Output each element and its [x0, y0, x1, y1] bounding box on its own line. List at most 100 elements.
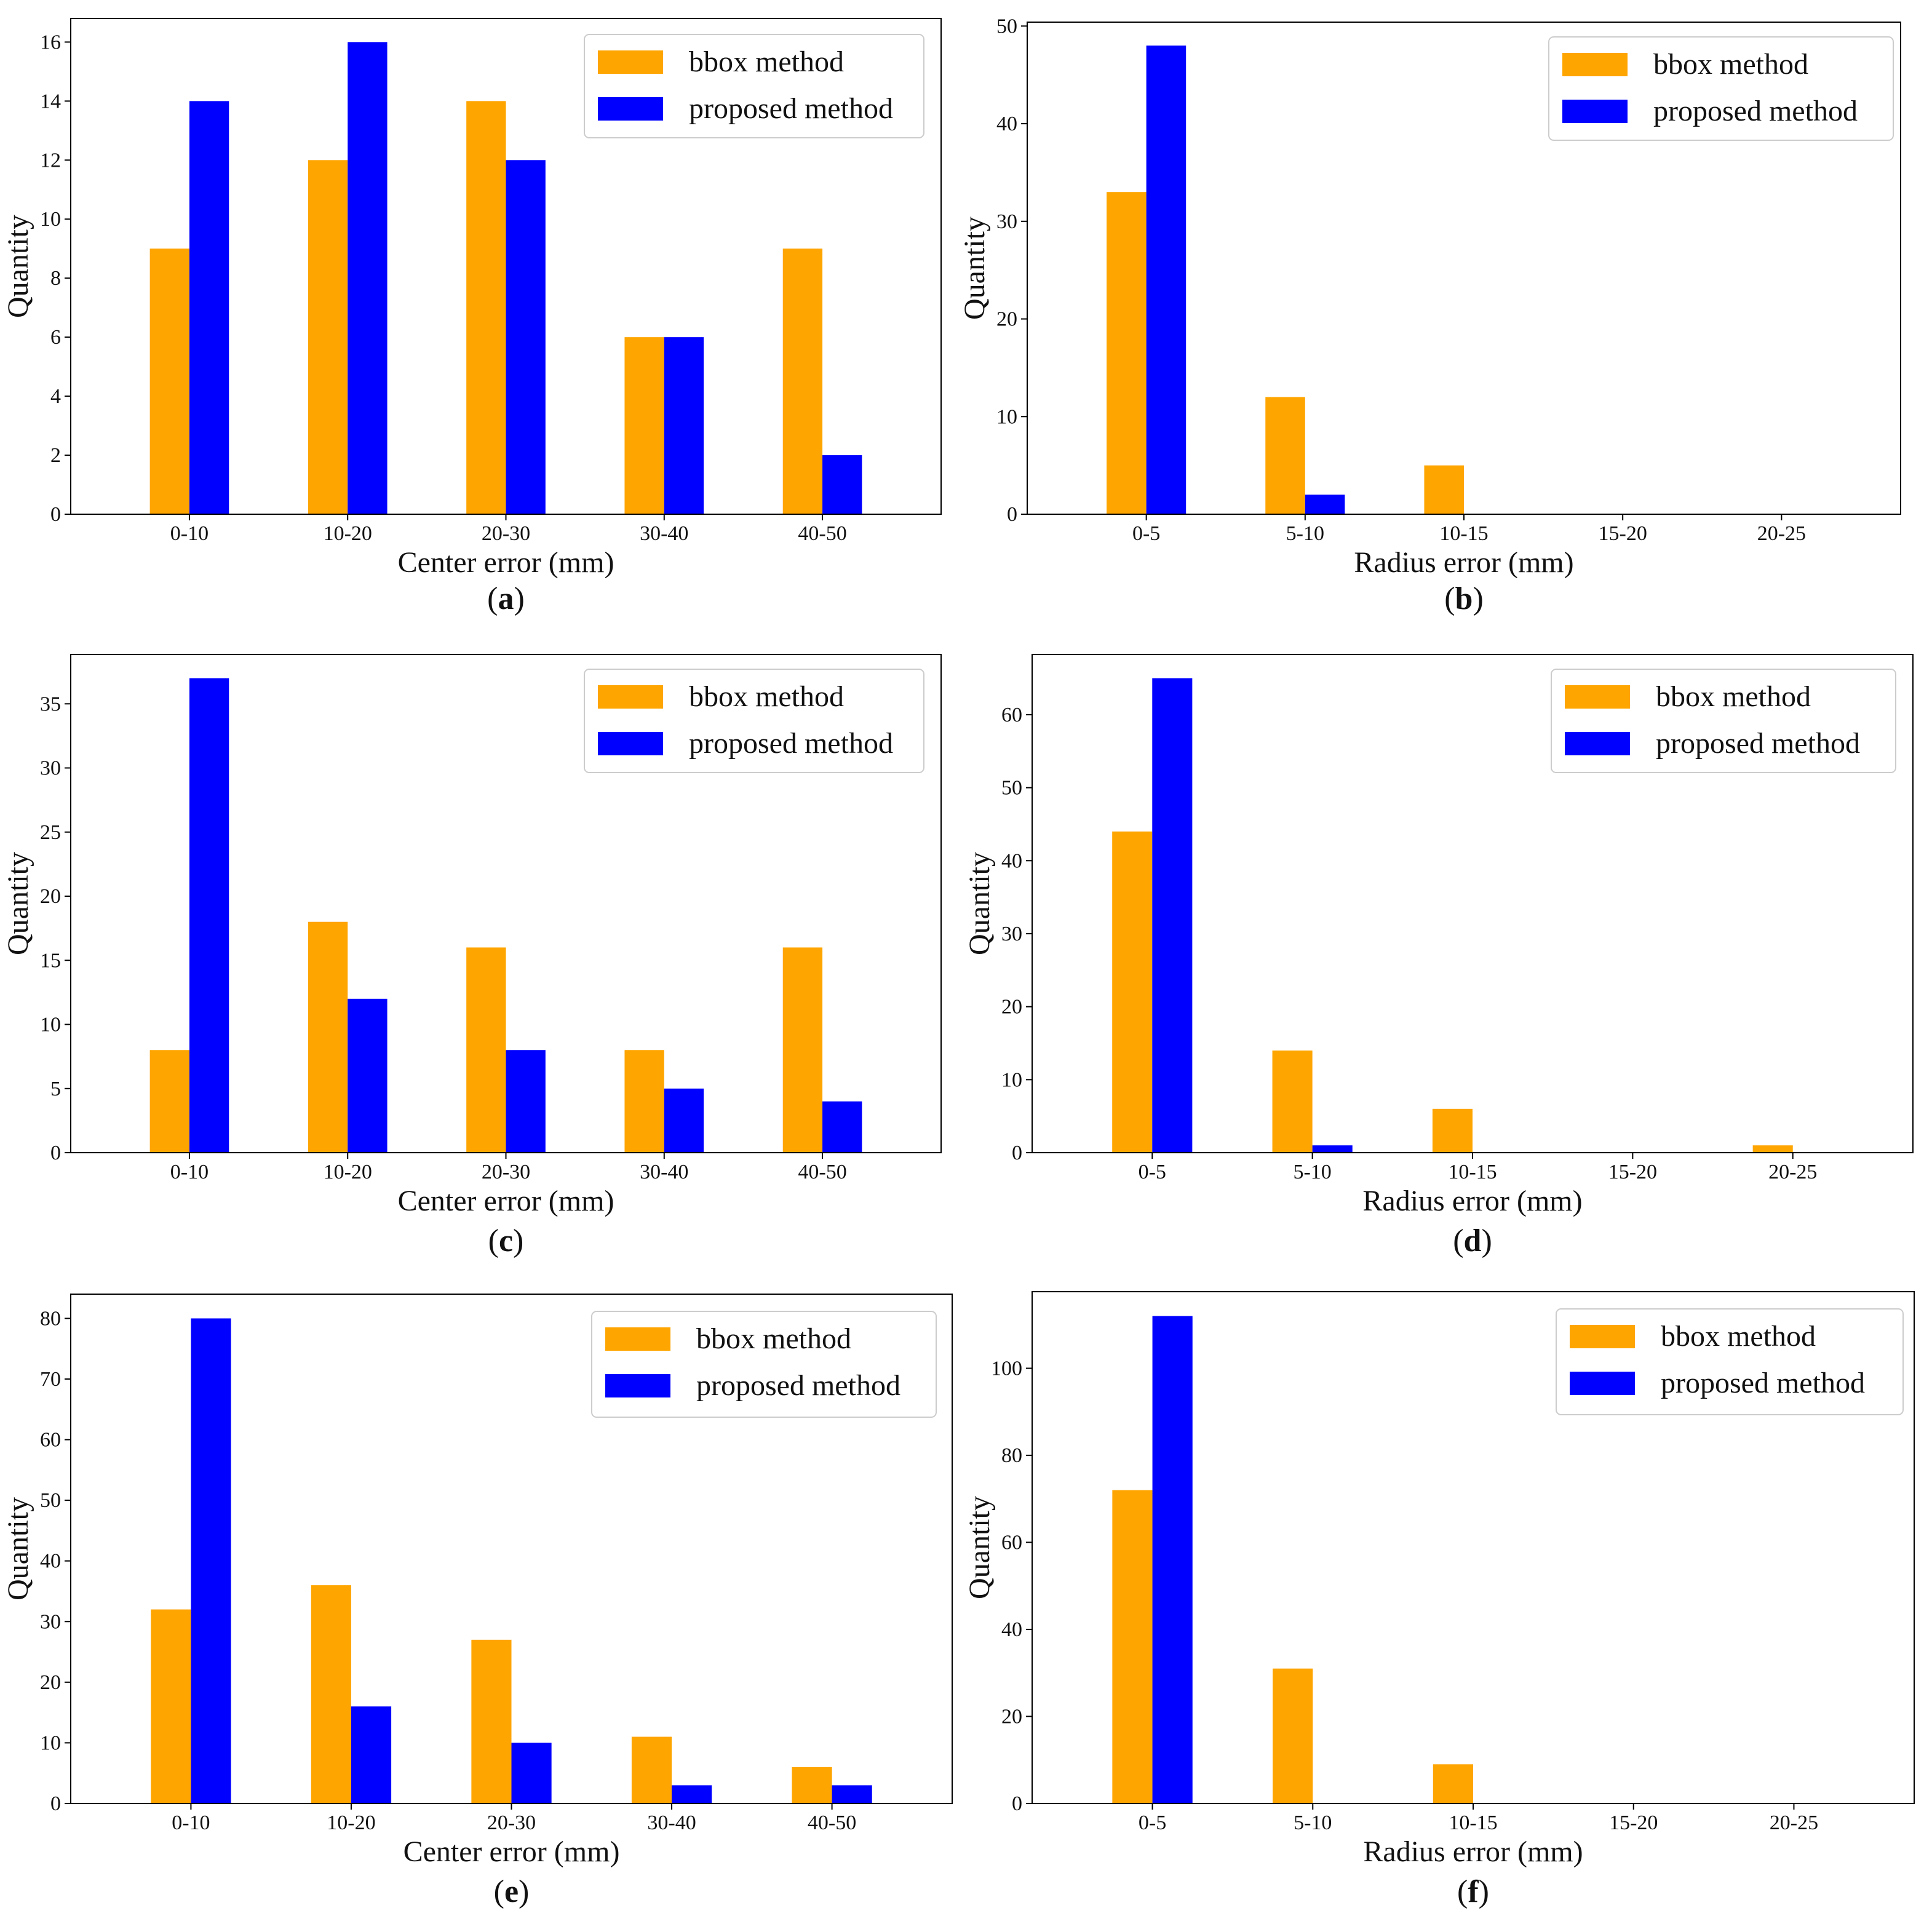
x-tick-label: 40-50 [808, 1811, 856, 1834]
bar-bbox-0-10 [149, 1050, 189, 1153]
bar-bbox-0-5 [1112, 1490, 1153, 1803]
y-tick-label: 40 [1001, 849, 1022, 872]
legend-swatch-proposed [1562, 100, 1628, 123]
y-tick-label: 20 [40, 885, 61, 908]
x-tick-label: 0-5 [1132, 522, 1160, 545]
legend-swatch-bbox [598, 50, 663, 74]
chart-panel-b: 0 10 20 30 40 50 0-5 5-10 10-15 15-20 20-25 Radius … [958, 15, 1901, 616]
y-tick-label: 0 [50, 1142, 61, 1164]
bar-bbox-30-40 [624, 1050, 664, 1153]
bar-bbox-5-10 [1265, 397, 1305, 514]
y-tick-label: 80 [40, 1307, 61, 1330]
x-tick-label: 30-40 [640, 1161, 688, 1183]
bar-bbox-10-15 [1424, 465, 1464, 514]
y-tick-label: 40 [1001, 1618, 1022, 1641]
bar-proposed-40-50 [822, 1101, 862, 1153]
chart-panel-a: 0 2 4 6 8 10 12 14 16 0-10 10-20 20-30 30-40 40-50 Cen… [2, 18, 942, 616]
bar-bbox-40-50 [782, 248, 823, 514]
x-tick-label: 0-5 [1139, 1811, 1166, 1834]
x-axis-title: Center error (mm) [398, 1185, 614, 1217]
bar-proposed-10-20 [348, 998, 388, 1153]
x-tick-label: 10-20 [324, 1161, 372, 1183]
legend-label-bbox: bbox method [1656, 680, 1811, 713]
legend-swatch-bbox [605, 1327, 670, 1351]
y-tick-label: 2 [50, 444, 61, 467]
y-tick-label: 10 [40, 208, 61, 231]
legend-label-proposed: proposed method [689, 727, 893, 760]
legend-label-proposed: proposed method [1661, 1367, 1865, 1399]
legend: bbox method proposed method [1556, 1308, 1904, 1415]
panel-label-f: (f) [1457, 1874, 1489, 1909]
y-axis-title: Quantity [2, 1497, 34, 1600]
chart-panel-c: 0 5 10 15 20 25 30 35 0-10 10-20 20-30 30-40 40-50 Ce… [2, 654, 942, 1258]
legend-box [1556, 1308, 1904, 1415]
y-tick-label: 30 [996, 210, 1017, 233]
bar-proposed-10-20 [348, 42, 388, 514]
legend: bbox method proposed method [584, 34, 924, 138]
y-tick-label: 20 [996, 308, 1017, 331]
x-tick-label: 5-10 [1286, 522, 1324, 545]
y-tick-label: 10 [40, 1014, 61, 1036]
y-tick-label: 100 [991, 1358, 1022, 1380]
bar-proposed-5-10 [1312, 1145, 1353, 1153]
bar-bbox-40-50 [782, 947, 823, 1153]
y-tick-label: 30 [40, 757, 61, 780]
y-tick-label: 35 [40, 693, 61, 715]
x-tick-label: 15-20 [1599, 522, 1647, 545]
bar-proposed-40-50 [832, 1785, 872, 1803]
y-tick-label: 14 [40, 90, 61, 113]
bar-bbox-5-10 [1272, 1050, 1313, 1153]
bar-proposed-20-30 [506, 1050, 546, 1153]
y-tick-label: 80 [1001, 1444, 1022, 1467]
bar-bbox-10-15 [1433, 1764, 1473, 1803]
legend-label-bbox: bbox method [696, 1322, 851, 1355]
legend-swatch-proposed [1565, 732, 1630, 755]
y-tick-label: 15 [40, 949, 61, 972]
chart-panel-d: 0 10 20 30 40 50 60 0-5 5-10 10-15 15-20 20-25 Radiu… [963, 654, 1914, 1258]
bar-proposed-0-10 [189, 101, 229, 514]
y-tick-label: 6 [50, 326, 61, 349]
bar-proposed-0-5 [1152, 678, 1193, 1153]
y-tick-label: 60 [1001, 704, 1022, 726]
y-tick-label: 8 [50, 267, 61, 290]
bar-bbox-0-10 [149, 248, 189, 514]
bar-proposed-0-5 [1152, 1316, 1193, 1803]
y-tick-label: 50 [996, 15, 1017, 38]
legend-swatch-bbox [1570, 1325, 1635, 1348]
bar-bbox-0-10 [151, 1609, 191, 1803]
panel-label-d: (d) [1453, 1223, 1492, 1258]
bar-proposed-0-10 [191, 1318, 231, 1803]
bar-proposed-40-50 [822, 455, 862, 514]
legend-label-bbox: bbox method [1661, 1320, 1816, 1353]
x-tick-label: 5-10 [1293, 1161, 1331, 1183]
legend: bbox method proposed method [1548, 36, 1894, 141]
x-axis-title: Radius error (mm) [1362, 1185, 1582, 1217]
y-tick-label: 4 [50, 385, 61, 408]
legend-label-proposed: proposed method [1653, 95, 1858, 127]
bar-proposed-20-30 [506, 160, 546, 514]
y-tick-label: 40 [996, 113, 1017, 135]
legend: bbox method proposed method [591, 1311, 937, 1418]
bar-bbox-0-5 [1112, 831, 1153, 1153]
x-tick-label: 0-10 [172, 1811, 210, 1834]
bar-bbox-10-20 [308, 921, 348, 1153]
legend-swatch-proposed [598, 97, 663, 121]
legend: bbox method proposed method [584, 669, 924, 773]
legend-label-proposed: proposed method [1656, 727, 1860, 760]
legend-box [584, 34, 924, 138]
y-tick-label: 12 [40, 149, 61, 172]
legend-swatch-bbox [1562, 53, 1628, 76]
bar-proposed-30-40 [664, 337, 704, 514]
x-tick-label: 20-25 [1770, 1811, 1818, 1834]
bar-bbox-30-40 [631, 1736, 672, 1803]
panel-label-e: (e) [494, 1874, 530, 1909]
legend-box [584, 669, 924, 773]
bar-bbox-10-20 [311, 1585, 351, 1803]
legend-label-proposed: proposed method [696, 1369, 900, 1402]
legend-label-proposed: proposed method [689, 92, 893, 125]
legend-swatch-bbox [598, 685, 663, 709]
x-tick-label: 10-15 [1439, 522, 1488, 545]
x-tick-label: 0-10 [170, 522, 209, 545]
y-axis-title: Quantity [958, 217, 991, 320]
